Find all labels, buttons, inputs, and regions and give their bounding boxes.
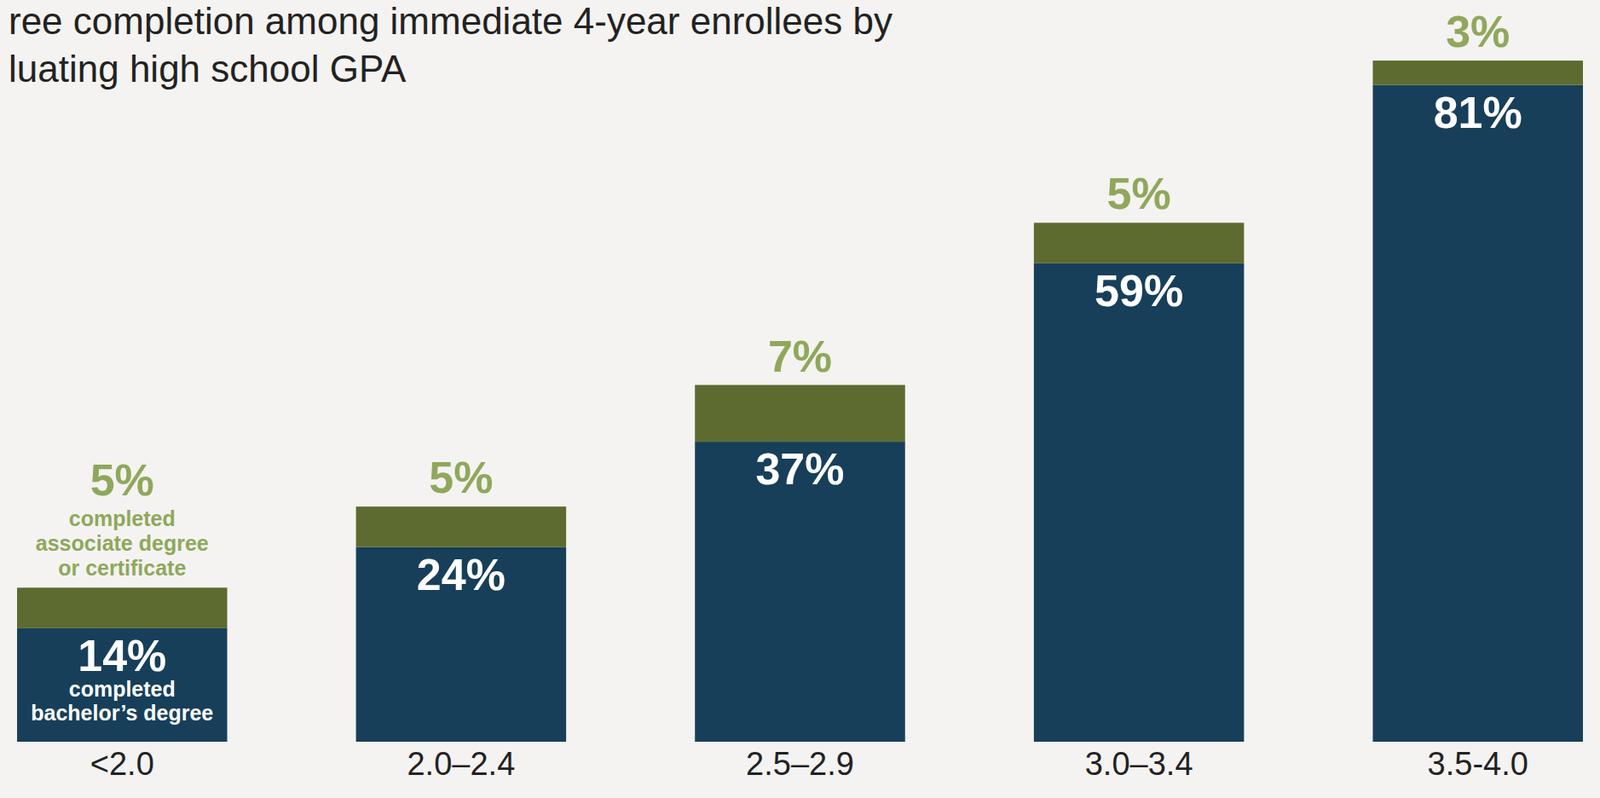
- bar-segment: [1033, 263, 1245, 742]
- series-name: completedbachelor’s degree: [30, 676, 214, 725]
- data-label: 24%: [416, 549, 506, 600]
- chart: ree completion among immediate 4-year en…: [0, 0, 1600, 798]
- data-label: 59%: [1094, 265, 1184, 316]
- bar-segment: [694, 441, 906, 742]
- bar-segment: [17, 628, 228, 742]
- title: ree completion among immediate 4-year en…: [8, 0, 893, 90]
- bars: [17, 60, 1583, 742]
- x-tick: 3.0–3.4: [1085, 741, 1194, 782]
- series-1: [17, 60, 1583, 629]
- data-label: 37%: [755, 444, 844, 494]
- data-label: 5%: [90, 455, 155, 505]
- data-label: 14%: [77, 630, 167, 681]
- x-tick-label: 3.5-4.0: [1427, 745, 1529, 782]
- x-tick: 2.5–2.9: [745, 741, 855, 782]
- series-name: completedassociate degreeor certificate: [35, 506, 209, 580]
- data-label: 7%: [768, 331, 832, 382]
- bar-segment: [17, 587, 228, 629]
- x-tick-label: 2.5–2.9: [745, 745, 855, 782]
- labels: 14%completedbachelor’s degree completedas…: [30, 6, 1523, 725]
- x-axis: <2.0 2.0–2.4 2.5–2.9 3.0–3.4 3.5-4.0: [90, 741, 1529, 782]
- x-tick: <2.0: [90, 741, 155, 782]
- data-label: 5%: [1107, 168, 1172, 219]
- x-tick-label: <2.0: [90, 745, 155, 782]
- bar-segment: [356, 506, 567, 548]
- data-label: 81%: [1433, 87, 1523, 138]
- series-0: [17, 85, 1583, 742]
- bar-segment: [694, 385, 906, 443]
- data-label: 3%: [1445, 6, 1510, 57]
- bar-segment: [1033, 222, 1245, 264]
- bar-segment: [1372, 60, 1583, 86]
- bar-segment: [356, 547, 567, 742]
- bar-segment: [1372, 85, 1583, 742]
- x-tick-label: 3.0–3.4: [1085, 745, 1194, 782]
- x-tick-label: 2.0–2.4: [406, 745, 515, 782]
- x-tick: 2.0–2.4: [406, 741, 515, 782]
- data-label: 5%: [428, 452, 493, 503]
- x-tick: 3.5-4.0: [1427, 741, 1529, 782]
